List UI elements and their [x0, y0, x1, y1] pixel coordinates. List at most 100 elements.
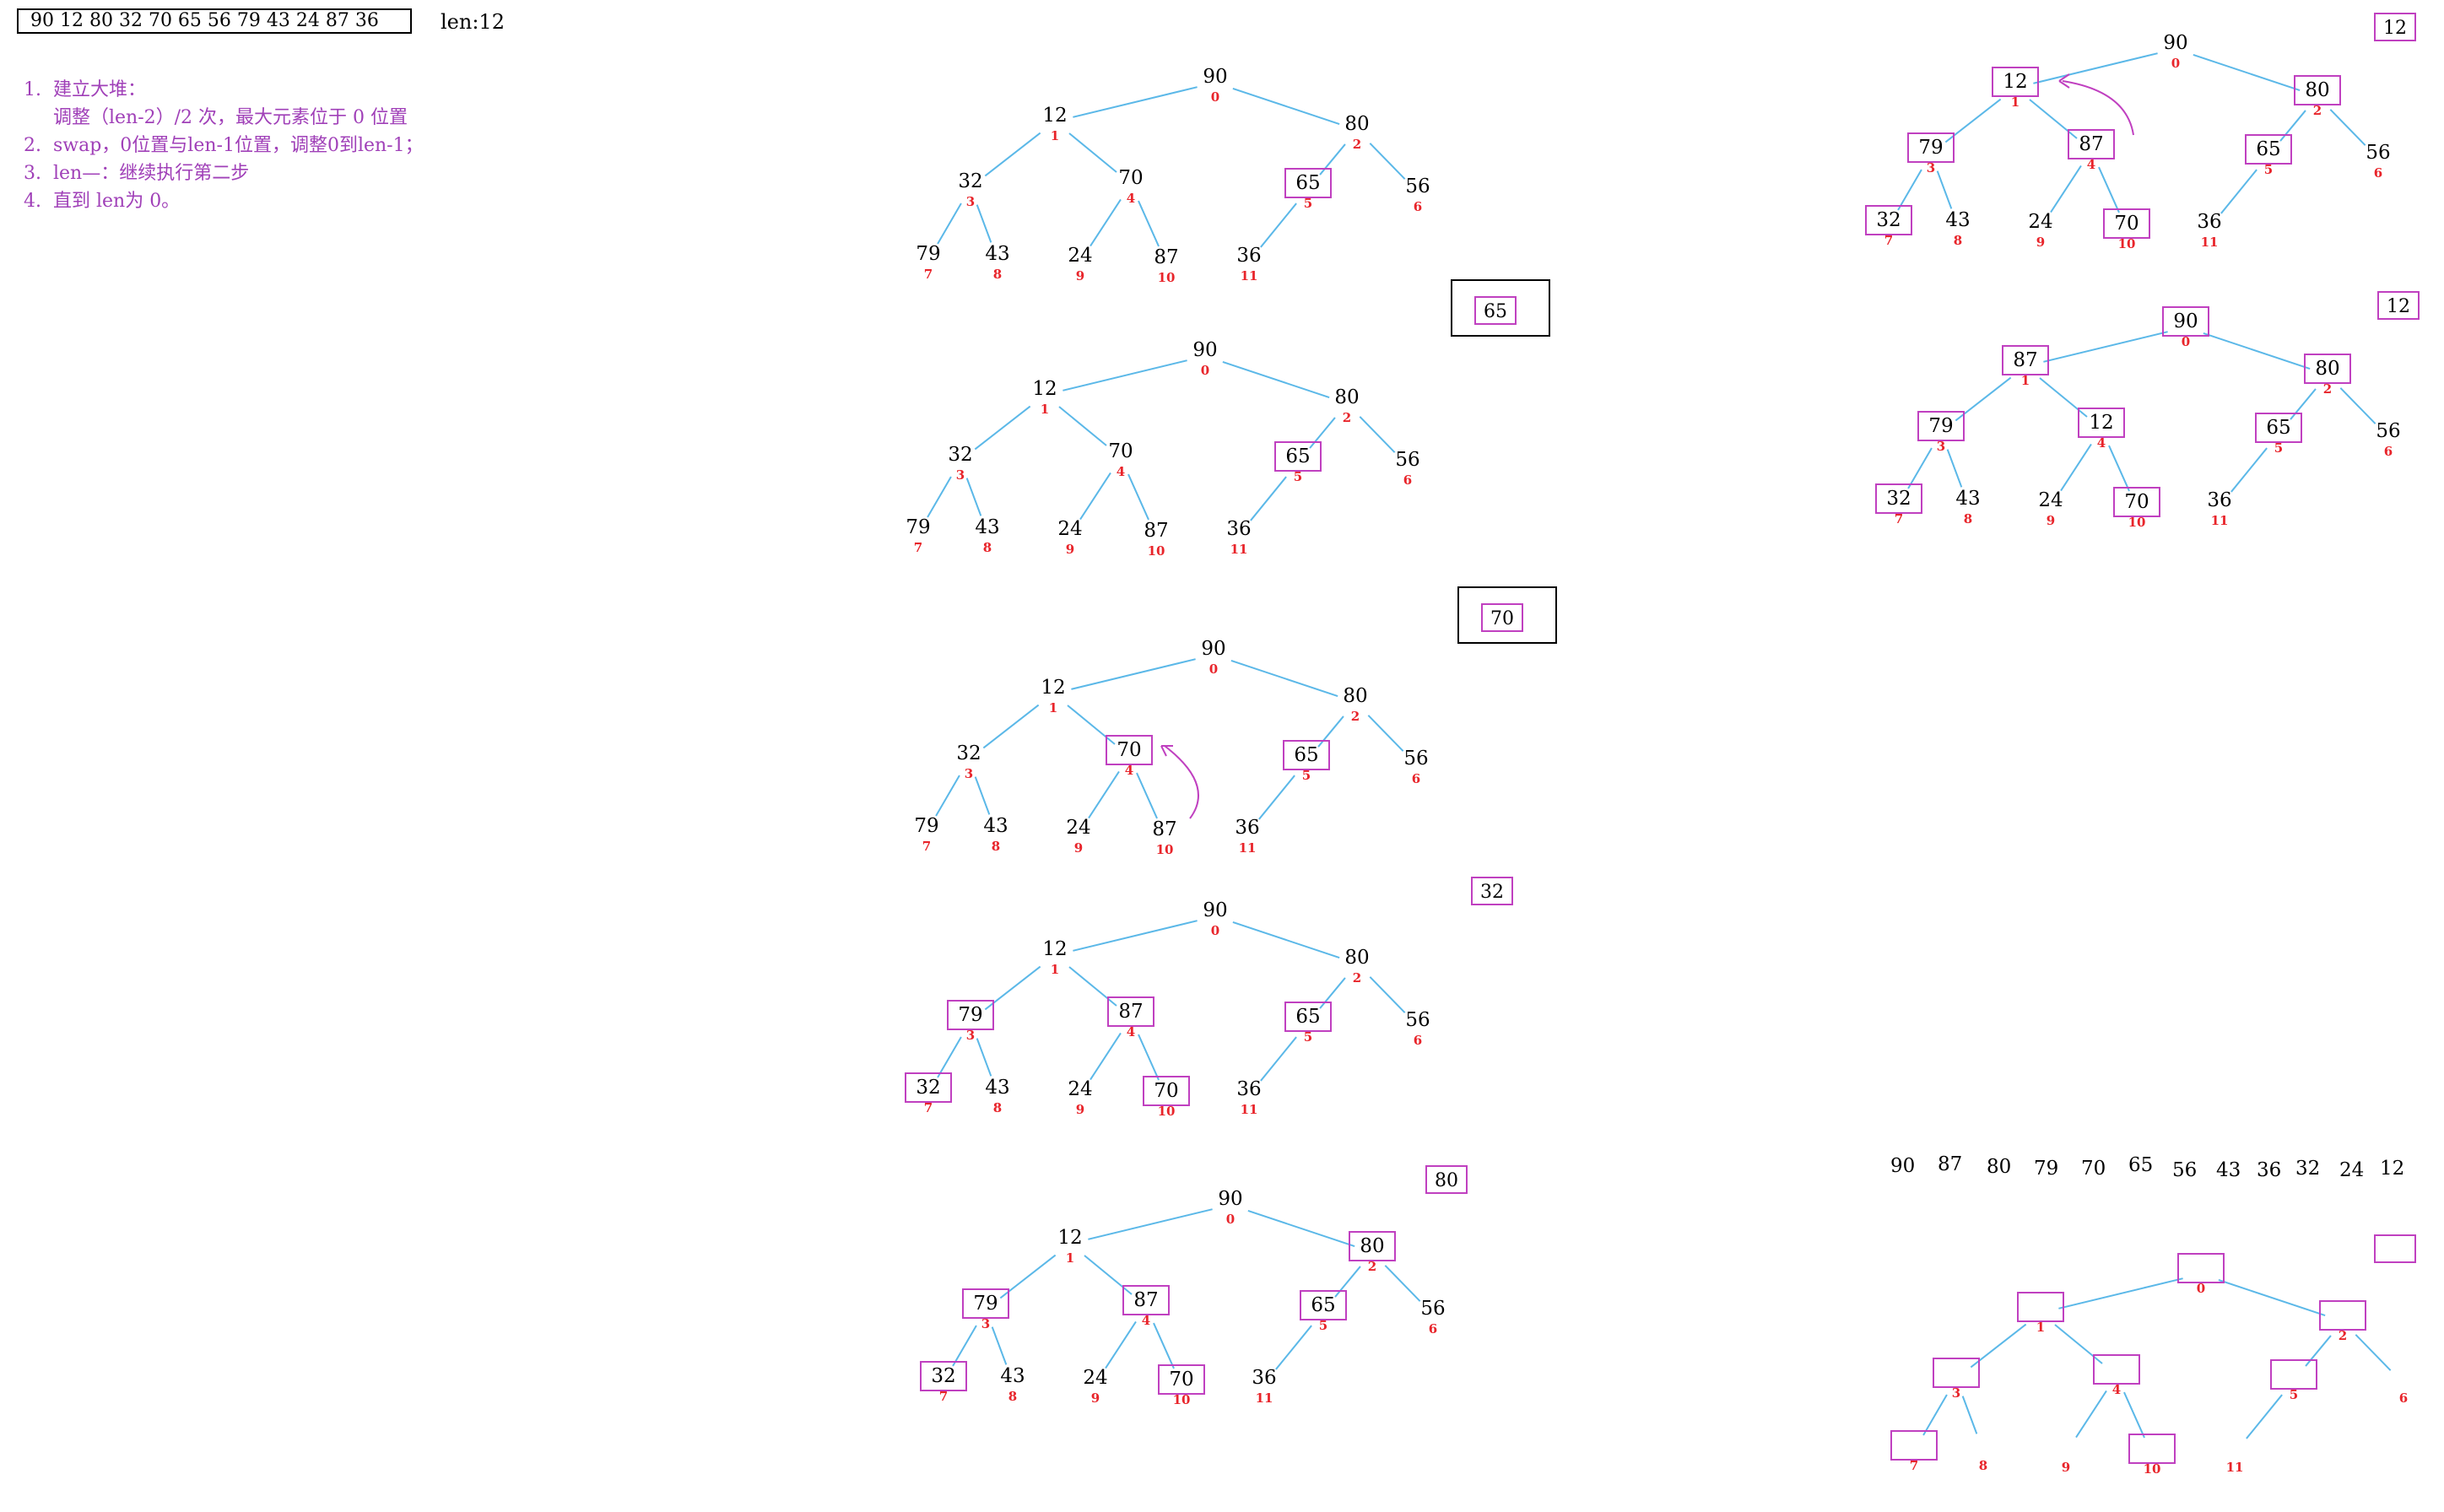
node-index: 0: [1226, 1212, 1235, 1227]
tree-edge: [1127, 473, 1149, 521]
node-value: 80: [2315, 358, 2339, 380]
tree-edge: [2230, 447, 2268, 493]
node-value: 32: [931, 1365, 955, 1387]
tree-edge: [1230, 660, 1338, 697]
node-value: 56: [1405, 1009, 1430, 1031]
side-label: 80: [1425, 1165, 1468, 1194]
node-index: 6: [2374, 165, 2382, 181]
tree-edge: [1250, 476, 1287, 521]
node-box: [2078, 408, 2125, 438]
tree-edge: [2058, 1277, 2183, 1310]
node-index: 9: [2062, 1460, 2070, 1475]
tree-edge: [1936, 170, 1953, 209]
node-value: 65: [1295, 172, 1320, 194]
node-value: 65: [1311, 1294, 1335, 1316]
node-box: [2017, 1292, 2064, 1322]
node-box: [1917, 411, 1965, 441]
tree-edge: [2279, 110, 2306, 142]
node-index: 2: [2323, 381, 2332, 397]
node-value: 24: [1068, 1078, 1092, 1100]
node-value: 87: [2079, 133, 2103, 155]
node-index: 7: [939, 1389, 948, 1404]
sorted-value: 43: [2216, 1159, 2241, 1181]
sorted-value: 70: [2081, 1158, 2106, 1180]
node-index: 7: [1910, 1458, 1918, 1473]
node-value: 87: [1133, 1289, 1158, 1311]
node-value: 12: [2003, 71, 2027, 93]
node-value: 70: [1154, 1080, 1178, 1102]
side-frame: [1451, 279, 1550, 337]
node-value: 12: [1057, 1227, 1082, 1249]
node-index: 9: [1091, 1390, 1100, 1406]
node-index: 5: [1304, 196, 1312, 211]
node-value: 90: [1192, 339, 1217, 361]
side-box: [1471, 877, 1513, 905]
tree-edge: [2043, 331, 2168, 363]
node-box: [2319, 1300, 2366, 1331]
node-index: 7: [924, 267, 933, 282]
node-value: 12: [1032, 378, 1057, 400]
tree-edge: [1907, 447, 1933, 489]
node-value: 56: [1403, 748, 1428, 770]
node-value: 65: [1294, 744, 1318, 766]
node-box: [1907, 132, 1955, 163]
node-box: [1284, 1002, 1332, 1032]
tree-edge: [2246, 1394, 2283, 1439]
tree-edge: [965, 478, 982, 516]
node-index: 0: [1211, 923, 1219, 938]
node-index: 9: [1076, 1102, 1084, 1117]
node-index: 10: [1158, 270, 1176, 285]
tree-edge: [1334, 1266, 1361, 1298]
node-index: 5: [1304, 1029, 1312, 1045]
node-box: [2162, 306, 2209, 337]
node-box: [2103, 208, 2150, 239]
tree-edge: [1105, 1320, 1137, 1369]
node-index: 10: [2128, 515, 2146, 530]
node-index: 2: [1353, 137, 1361, 152]
tree-edge: [1897, 169, 1922, 211]
side-value: 32: [1480, 882, 1504, 903]
tree-edge: [1058, 406, 1107, 446]
len-label: len:12: [441, 10, 505, 34]
tree-edge: [991, 1326, 1008, 1365]
node-index: 6: [1414, 1033, 1422, 1048]
node-index: 2: [1368, 1259, 1376, 1274]
tree-edge: [2108, 445, 2130, 492]
tree-edge: [1084, 1255, 1133, 1295]
node-value: 12: [2089, 412, 2113, 434]
node-index: 8: [1008, 1389, 1017, 1404]
tree-edge: [1247, 1210, 1355, 1247]
node-value: 32: [1876, 209, 1901, 231]
node-index: 1: [1049, 700, 1057, 716]
tree-edge: [984, 965, 1041, 1011]
tree-edge: [1258, 775, 1295, 820]
node-index: 0: [1211, 89, 1219, 105]
node-index: 8: [993, 267, 1002, 282]
tree-edge: [937, 1036, 962, 1078]
swap-arrow: [2062, 80, 2134, 136]
node-value: 43: [983, 815, 1008, 837]
node-index: 2: [1343, 410, 1351, 425]
node-index: 11: [1241, 268, 1258, 284]
node-value: 87: [1118, 1001, 1143, 1023]
node-value: 56: [2376, 420, 2400, 442]
tree-edge: [1073, 920, 1198, 952]
side-frame: [1457, 586, 1557, 644]
node-value: 79: [958, 1004, 982, 1026]
node-box: [2245, 134, 2292, 165]
array-text: 90 12 80 32 70 65 56 79 43 24 87 36: [30, 10, 379, 31]
node-box: [1274, 441, 1322, 472]
node-index: 6: [1412, 771, 1420, 786]
tree-edge: [984, 132, 1041, 177]
side-box: [2377, 291, 2420, 320]
node-box: [2255, 413, 2302, 443]
node-index: 11: [2201, 235, 2219, 250]
node-value: 80: [1344, 113, 1369, 135]
tree-edge: [1260, 202, 1297, 248]
node-index: 1: [2011, 94, 2020, 110]
node-value: 79: [973, 1293, 998, 1315]
node-box: [905, 1072, 952, 1103]
tree-edge: [976, 1038, 992, 1077]
